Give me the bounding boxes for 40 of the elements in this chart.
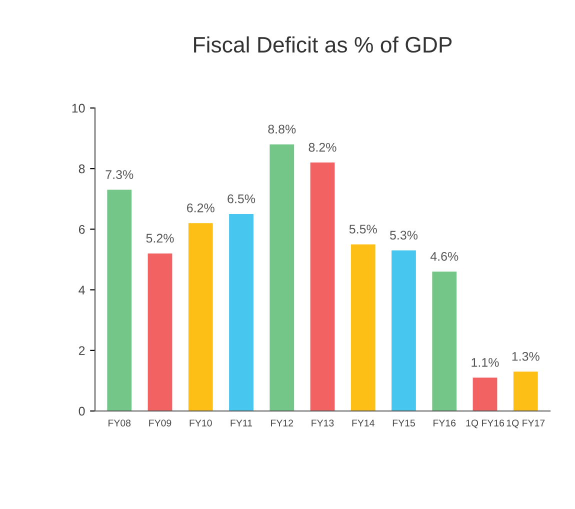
x-tick-label: FY08 — [108, 420, 131, 426]
x-tick-label: FY13 — [312, 420, 334, 426]
data-label: 6.5% — [228, 194, 256, 204]
bar — [472, 378, 498, 411]
bar — [392, 250, 416, 411]
data-label: 1.1% — [472, 358, 499, 367]
bar — [513, 372, 538, 411]
y-tick-label: 8 — [78, 164, 85, 174]
bar — [229, 214, 254, 411]
data-label: 7.3% — [106, 170, 134, 180]
data-label: 8.8% — [268, 124, 296, 134]
bar — [188, 223, 213, 411]
y-tick-label: 6 — [78, 225, 85, 234]
data-label: 5.3% — [390, 230, 418, 240]
bar — [350, 244, 376, 411]
x-tick-label: FY16 — [434, 420, 456, 426]
bar — [107, 190, 132, 411]
y-tick-label: 4 — [78, 286, 85, 294]
data-label: 4.6% — [430, 252, 458, 261]
x-tick-label: FY12 — [271, 420, 294, 426]
bar — [270, 144, 294, 411]
data-label: 5.5% — [349, 224, 377, 234]
x-tick-label: FY14 — [352, 420, 374, 426]
data-label: 6.2% — [187, 203, 214, 212]
x-tick-label: 1Q FY16 — [466, 420, 504, 428]
bar — [310, 162, 335, 411]
y-tick-label: 10 — [72, 104, 85, 113]
x-tick-label: FY15 — [392, 420, 415, 426]
data-label: 1.3% — [512, 352, 540, 361]
y-tick-label: 0 — [78, 406, 85, 416]
y-tick-label: 2 — [78, 346, 85, 355]
bar — [432, 272, 457, 411]
data-label: 5.2% — [146, 234, 174, 243]
x-tick-label: FY10 — [190, 420, 212, 426]
x-tick-label: 1Q FY17 — [506, 420, 545, 428]
x-tick-label: FY09 — [149, 420, 172, 426]
chart-title: Fiscal Deficit as % of GDP — [194, 36, 452, 53]
bar — [148, 253, 172, 411]
data-label: 8.2% — [308, 142, 336, 152]
x-tick-label: FY11 — [230, 420, 252, 426]
